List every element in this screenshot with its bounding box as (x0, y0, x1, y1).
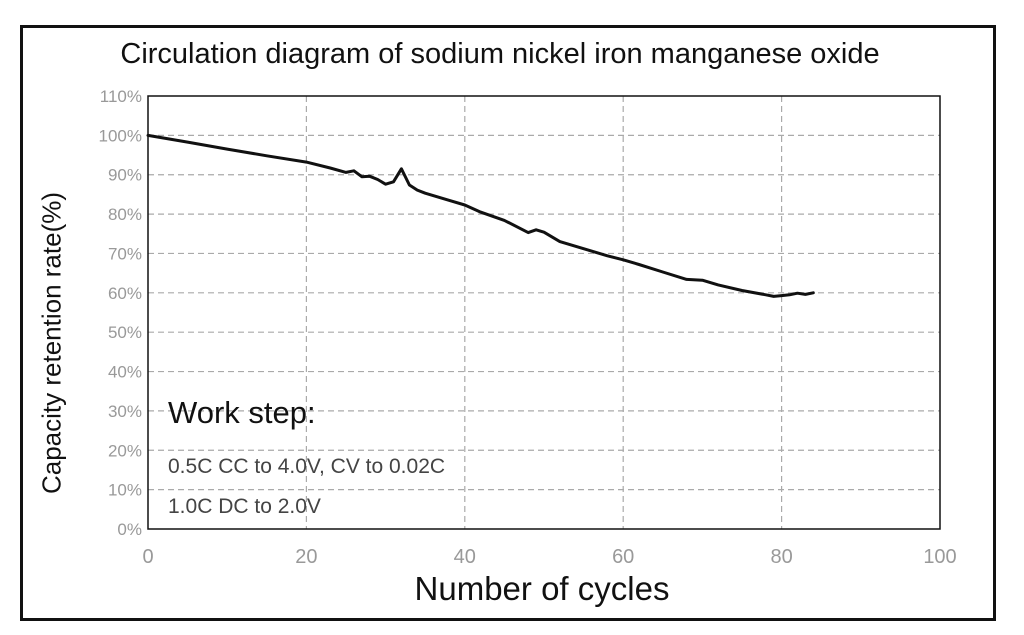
y-tick-label: 100% (99, 126, 142, 145)
plot-border (147, 95, 941, 530)
y-tick-label: 60% (108, 284, 142, 303)
annotation-step-line-2: 1.0C DC to 2.0V (168, 495, 321, 518)
annotation-step-line-1: 0.5C CC to 4.0V, CV to 0.02C (168, 455, 446, 478)
y-tick-label: 0% (117, 520, 142, 539)
x-tick-label: 60 (612, 546, 634, 568)
y-tick-label: 90% (108, 166, 142, 185)
y-tick-label: 10% (108, 481, 142, 500)
annotation-work-step: Work step: (168, 395, 316, 430)
x-tick-label: 40 (454, 546, 476, 568)
y-tick-label: 70% (108, 244, 142, 263)
y-tick-label: 20% (108, 441, 142, 460)
y-tick-label: 50% (108, 323, 142, 342)
chart-frame (20, 25, 996, 621)
x-tick-label: 80 (770, 546, 792, 568)
series-line (146, 133, 815, 298)
chart-title: Circulation diagram of sodium nickel iro… (120, 38, 880, 70)
x-axis-label: Number of cycles (414, 570, 670, 607)
x-tick-label: 20 (295, 546, 317, 568)
y-tick-label: 110% (100, 87, 142, 106)
y-tick-label: 80% (108, 205, 142, 224)
y-tick-label: 30% (108, 402, 142, 421)
x-tick-label: 100 (923, 546, 956, 568)
y-tick-label: 40% (108, 363, 142, 382)
y-axis-label: Capacity retention rate(%) (36, 191, 67, 495)
x-tick-label: 0 (142, 546, 153, 568)
